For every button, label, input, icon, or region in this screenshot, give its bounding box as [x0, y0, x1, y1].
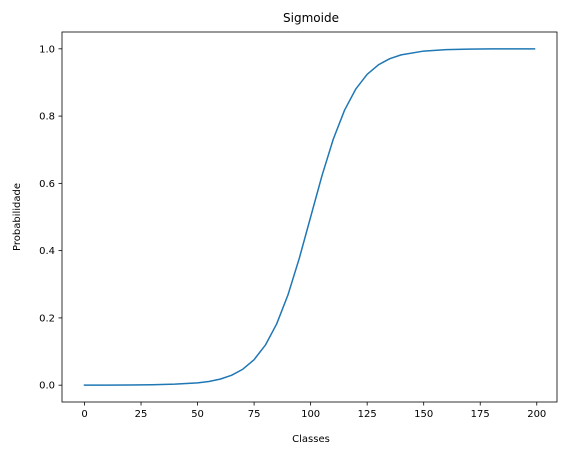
- x-tick-label: 50: [191, 409, 204, 420]
- x-tick-label: 125: [358, 409, 377, 420]
- chart-title: Sigmoide: [283, 11, 339, 25]
- y-tick-label: 0.4: [39, 246, 55, 257]
- y-tick-label: 0.2: [39, 313, 55, 324]
- y-tick-label: 1.0: [39, 44, 55, 55]
- x-tick-label: 175: [471, 409, 490, 420]
- axes-frame: [61, 31, 558, 403]
- y-tick-label: 0.0: [39, 381, 55, 392]
- x-tick-label: 100: [301, 409, 320, 420]
- x-axis-label: Classes: [292, 434, 330, 445]
- y-axis-label: Probabilidade: [12, 183, 23, 251]
- x-tick-label: 200: [527, 409, 546, 420]
- y-tick-label: 0.8: [39, 112, 55, 123]
- x-tick-label: 150: [414, 409, 433, 420]
- series-line-0: [83, 48, 536, 386]
- y-tick-label: 0.6: [39, 179, 55, 190]
- x-tick-label: 25: [135, 409, 148, 420]
- plot-area: 0 25 50 75 100 125 150 175 200 0.0 0.2 0.4 0.6 0.8 1.0: [39, 31, 558, 420]
- x-tick-label: 75: [248, 409, 261, 420]
- x-tick-label: 0: [81, 409, 87, 420]
